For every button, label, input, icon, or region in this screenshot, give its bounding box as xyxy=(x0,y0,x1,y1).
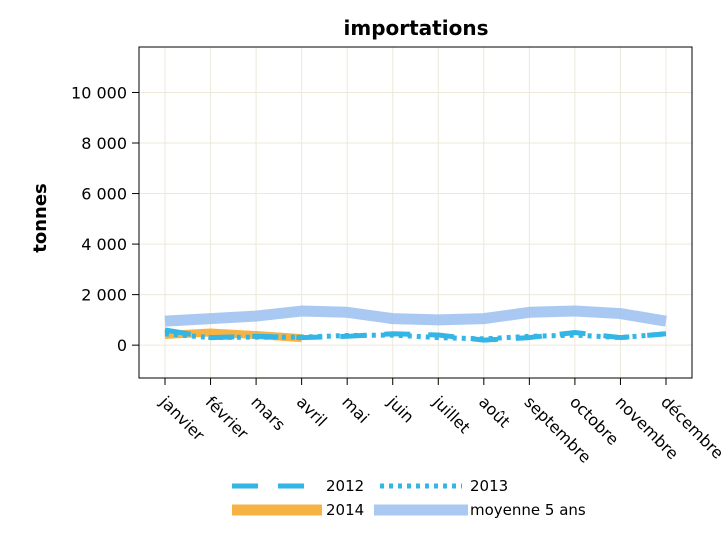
x-tick-label: juin xyxy=(383,392,418,427)
x-tick-label: mars xyxy=(247,392,289,434)
y-axis: 0 2 000 4 000 6 000 8 000 10 000 xyxy=(71,83,139,355)
series-line-2012 xyxy=(164,327,667,343)
x-tick-label: août xyxy=(475,392,514,431)
series-line-moyenne-5-ans xyxy=(164,305,667,327)
plot-frame xyxy=(138,46,693,379)
x-tick-label: mai xyxy=(338,392,373,427)
y-tick-label: 0 xyxy=(117,336,127,355)
x-tick-label: juillet xyxy=(429,392,474,437)
y-tick-label: 6 000 xyxy=(81,185,127,204)
legend: 2012 2013 2014 moyenne 5 ans xyxy=(232,477,586,519)
legend-label: moyenne 5 ans xyxy=(470,501,586,519)
y-tick-label: 2 000 xyxy=(81,286,127,305)
legend-label: 2014 xyxy=(326,501,364,519)
y-tick-label: 8 000 xyxy=(81,134,127,153)
x-tick-label: février xyxy=(202,392,253,443)
y-axis-label: tonnes xyxy=(30,183,51,253)
grid xyxy=(139,47,692,378)
x-tick-label: avril xyxy=(293,392,331,430)
y-tick-label: 10 000 xyxy=(71,83,127,102)
series-layer xyxy=(164,305,667,343)
legend-label: 2013 xyxy=(470,477,508,495)
legend-label: 2012 xyxy=(326,477,364,495)
chart-title: importations xyxy=(344,16,489,40)
y-tick-label: 4 000 xyxy=(81,235,127,254)
x-tick-label: janvier xyxy=(155,392,208,445)
